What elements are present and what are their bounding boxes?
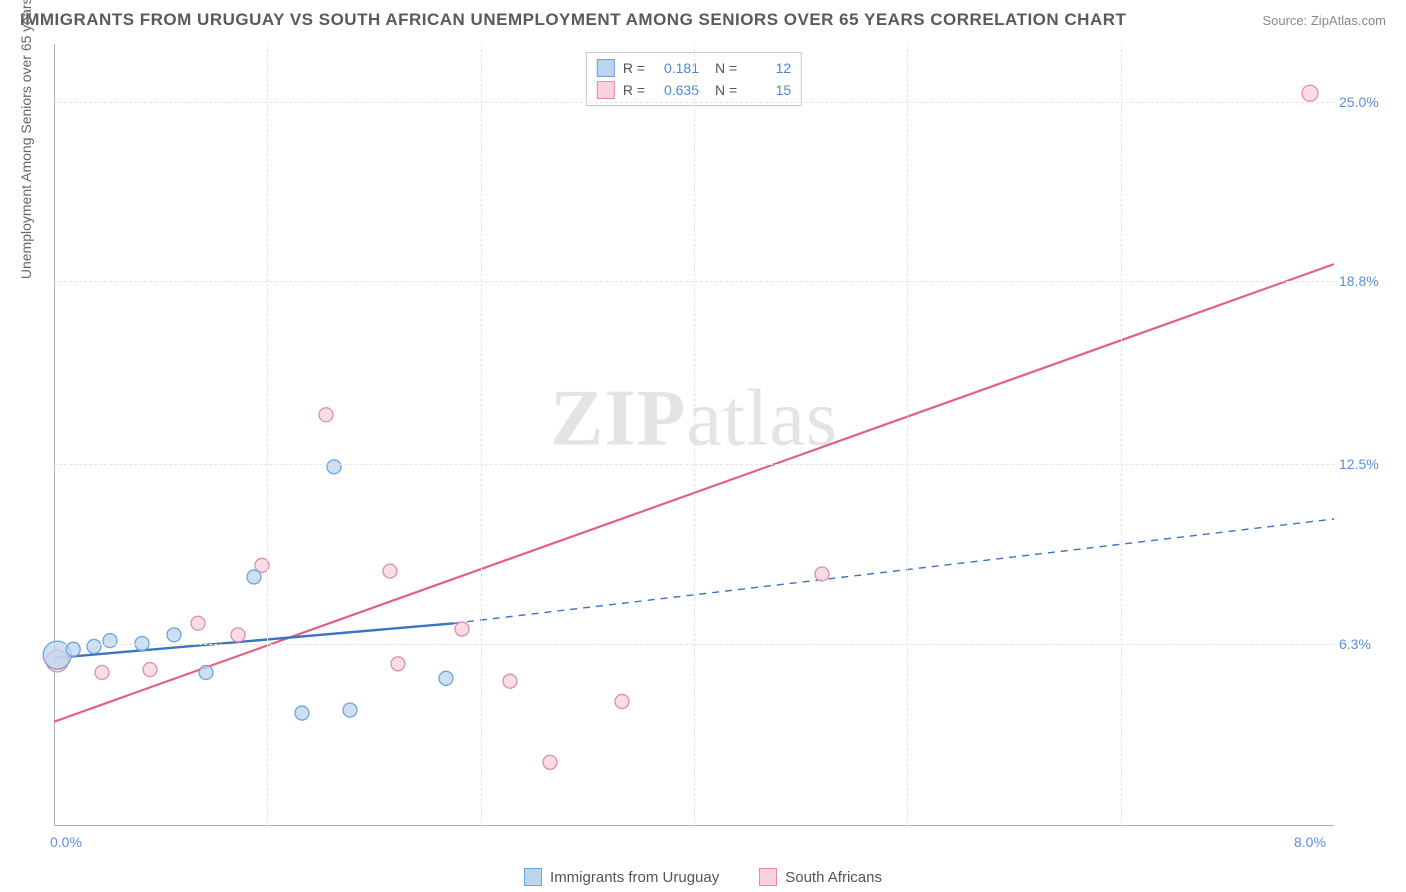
x-tick-label: 8.0% bbox=[1294, 834, 1326, 850]
data-point-uruguay bbox=[295, 706, 309, 720]
gridline-v bbox=[694, 44, 695, 826]
legend-label-uruguay: Immigrants from Uruguay bbox=[550, 869, 719, 886]
n-value-uruguay: 12 bbox=[745, 57, 791, 79]
n-label: N = bbox=[715, 57, 737, 79]
legend-item-sa: South Africans bbox=[759, 868, 882, 886]
data-point-south_africans bbox=[815, 567, 829, 581]
y-axis-label: Unemployment Among Seniors over 65 years bbox=[18, 0, 34, 279]
swatch-uruguay bbox=[597, 59, 615, 77]
data-point-south_africans bbox=[503, 674, 517, 688]
r-value-uruguay: 0.181 bbox=[653, 57, 699, 79]
n-value-sa: 15 bbox=[745, 79, 791, 101]
swatch-sa bbox=[597, 81, 615, 99]
legend-item-uruguay: Immigrants from Uruguay bbox=[524, 868, 719, 886]
data-point-south_africans bbox=[143, 663, 157, 677]
data-point-south_africans bbox=[191, 616, 205, 630]
data-point-south_africans bbox=[391, 657, 405, 671]
y-tick-label: 18.8% bbox=[1339, 273, 1394, 289]
y-tick-label: 12.5% bbox=[1339, 456, 1394, 472]
data-point-south_africans bbox=[455, 622, 469, 636]
swatch-sa-icon bbox=[759, 868, 777, 886]
r-label: R = bbox=[623, 79, 645, 101]
x-tick-label: 0.0% bbox=[50, 834, 82, 850]
legend-label-sa: South Africans bbox=[785, 869, 882, 886]
data-point-uruguay bbox=[327, 460, 341, 474]
data-point-south_africans bbox=[95, 665, 109, 679]
data-point-uruguay bbox=[199, 665, 213, 679]
source-credit: Source: ZipAtlas.com bbox=[1262, 13, 1386, 28]
data-point-uruguay bbox=[439, 671, 453, 685]
swatch-uruguay-icon bbox=[524, 868, 542, 886]
data-point-uruguay bbox=[247, 570, 261, 584]
data-point-south_africans bbox=[543, 755, 557, 769]
trend-line bbox=[454, 519, 1334, 623]
data-point-south_africans bbox=[615, 694, 629, 708]
data-point-uruguay bbox=[103, 634, 117, 648]
data-point-south_africans bbox=[1302, 85, 1318, 101]
series-legend: Immigrants from Uruguay South Africans bbox=[524, 868, 882, 886]
y-tick-label: 25.0% bbox=[1339, 94, 1394, 110]
chart-title: IMMIGRANTS FROM URUGUAY VS SOUTH AFRICAN… bbox=[20, 10, 1126, 30]
data-point-south_africans bbox=[319, 408, 333, 422]
r-value-sa: 0.635 bbox=[653, 79, 699, 101]
chart-plot-area: ZIPatlas R = 0.181 N = 12 R = 0.635 N = … bbox=[54, 44, 1334, 826]
gridline-v bbox=[907, 44, 908, 826]
data-point-south_africans bbox=[231, 628, 245, 642]
y-tick-label: 6.3% bbox=[1339, 636, 1394, 652]
data-point-uruguay bbox=[343, 703, 357, 717]
gridline-v bbox=[481, 44, 482, 826]
n-label: N = bbox=[715, 79, 737, 101]
data-point-south_africans bbox=[383, 564, 397, 578]
gridline-v bbox=[267, 44, 268, 826]
gridline-v bbox=[1121, 44, 1122, 826]
r-label: R = bbox=[623, 57, 645, 79]
data-point-uruguay bbox=[87, 639, 101, 653]
data-point-uruguay bbox=[167, 628, 181, 642]
